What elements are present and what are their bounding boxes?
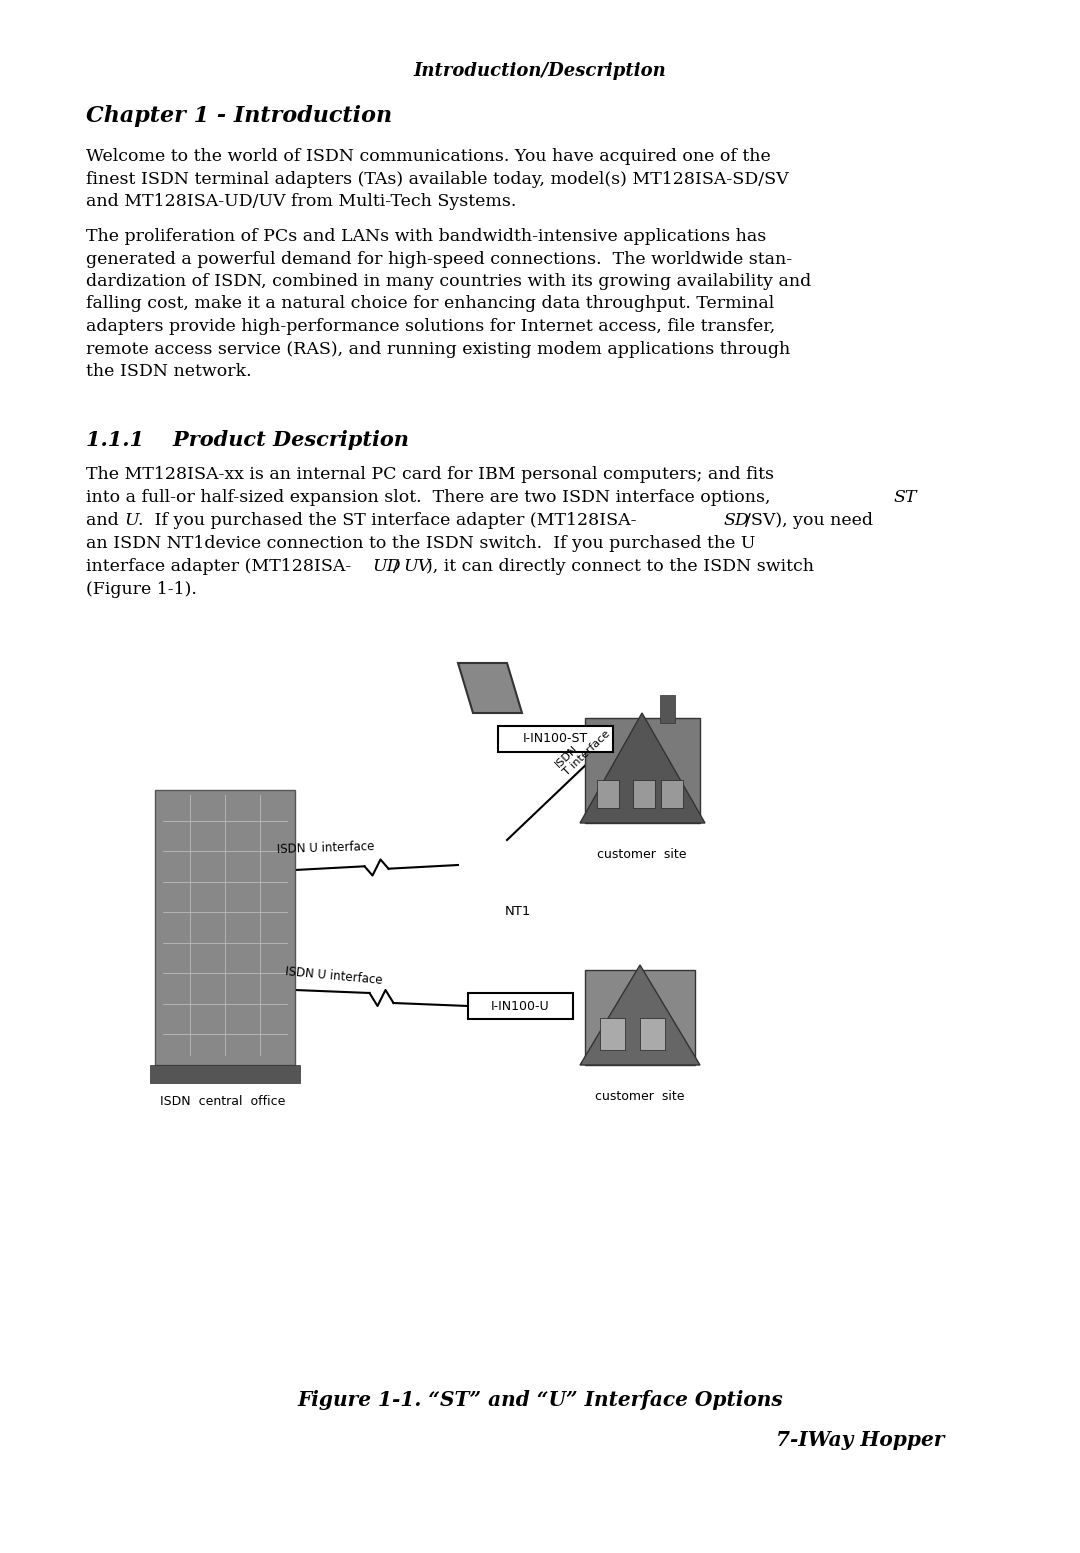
Text: remote access service (RAS), and running existing modem applications through: remote access service (RAS), and running… <box>86 340 791 357</box>
FancyBboxPatch shape <box>156 790 295 1065</box>
Text: and: and <box>86 512 124 530</box>
FancyBboxPatch shape <box>498 725 613 752</box>
Text: ISDN
T interface: ISDN T interface <box>553 721 611 778</box>
Text: /SV), you need: /SV), you need <box>745 512 873 530</box>
Polygon shape <box>580 964 700 1065</box>
Text: an ISDN NT1device connection to the ISDN switch.  If you purchased the U: an ISDN NT1device connection to the ISDN… <box>86 534 755 551</box>
Text: .  If you purchased the ST interface adapter (MT128ISA-: . If you purchased the ST interface adap… <box>138 512 636 530</box>
FancyBboxPatch shape <box>468 992 573 1019</box>
Text: ), it can directly connect to the ISDN switch: ), it can directly connect to the ISDN s… <box>426 558 814 575</box>
Text: U: U <box>124 512 138 530</box>
Text: Welcome to the world of ISDN communications. You have acquired one of the: Welcome to the world of ISDN communicati… <box>86 148 771 165</box>
Text: and MT128ISA-UD/UV from Multi-Tech Systems.: and MT128ISA-UD/UV from Multi-Tech Syste… <box>86 193 516 210</box>
Text: finest ISDN terminal adapters (TAs) available today, model(s) MT128ISA-SD/SV: finest ISDN terminal adapters (TAs) avai… <box>86 171 788 188</box>
Text: Figure 1-1. “ST” and “U” Interface Options: Figure 1-1. “ST” and “U” Interface Optio… <box>297 1390 783 1410</box>
Text: 7-IWay Hopper: 7-IWay Hopper <box>775 1430 944 1451</box>
Text: UV: UV <box>403 558 430 575</box>
FancyBboxPatch shape <box>600 1019 625 1050</box>
FancyBboxPatch shape <box>585 971 696 1065</box>
Text: UD: UD <box>372 558 401 575</box>
FancyBboxPatch shape <box>633 780 654 808</box>
Text: /: / <box>393 558 399 575</box>
Text: SD: SD <box>724 512 750 530</box>
FancyBboxPatch shape <box>597 780 619 808</box>
Text: ST: ST <box>893 489 917 506</box>
Polygon shape <box>580 713 705 823</box>
Text: (Figure 1-1).: (Figure 1-1). <box>86 581 197 598</box>
Text: Introduction/Description: Introduction/Description <box>414 62 666 81</box>
Text: ISDN  central  office: ISDN central office <box>160 1095 285 1107</box>
Text: I-IN100-ST: I-IN100-ST <box>523 733 588 745</box>
FancyBboxPatch shape <box>150 1065 300 1082</box>
FancyBboxPatch shape <box>585 717 700 823</box>
Text: into a full-or half-sized expansion slot.  There are two ISDN interface options,: into a full-or half-sized expansion slot… <box>86 489 777 506</box>
Text: falling cost, make it a natural choice for enhancing data throughput. Terminal: falling cost, make it a natural choice f… <box>86 295 774 312</box>
FancyBboxPatch shape <box>661 780 683 808</box>
Text: customer  site: customer site <box>595 1090 685 1103</box>
Text: NT1: NT1 <box>505 905 531 918</box>
Text: The proliferation of PCs and LANs with bandwidth-intensive applications has: The proliferation of PCs and LANs with b… <box>86 228 766 245</box>
Text: generated a powerful demand for high-speed connections.  The worldwide stan-: generated a powerful demand for high-spe… <box>86 250 792 267</box>
Text: the ISDN network.: the ISDN network. <box>86 363 252 380</box>
Text: customer  site: customer site <box>597 848 687 860</box>
Text: The MT128ISA-xx is an internal PC card for IBM personal computers; and fits: The MT128ISA-xx is an internal PC card f… <box>86 466 774 483</box>
Text: interface adapter (MT128ISA-: interface adapter (MT128ISA- <box>86 558 351 575</box>
FancyBboxPatch shape <box>640 1019 665 1050</box>
Text: adapters provide high-performance solutions for Internet access, file transfer,: adapters provide high-performance soluti… <box>86 318 775 335</box>
FancyBboxPatch shape <box>660 696 675 724</box>
Text: Chapter 1 - Introduction: Chapter 1 - Introduction <box>86 106 392 127</box>
Text: dardization of ISDN, combined in many countries with its growing availability an: dardization of ISDN, combined in many co… <box>86 273 811 290</box>
Polygon shape <box>458 663 522 713</box>
Text: 1.1.1    Product Description: 1.1.1 Product Description <box>86 430 409 450</box>
Text: ISDN U interface: ISDN U interface <box>276 840 375 856</box>
Text: ISDN U interface: ISDN U interface <box>285 964 383 986</box>
Text: I-IN100-U: I-IN100-U <box>490 1000 550 1013</box>
